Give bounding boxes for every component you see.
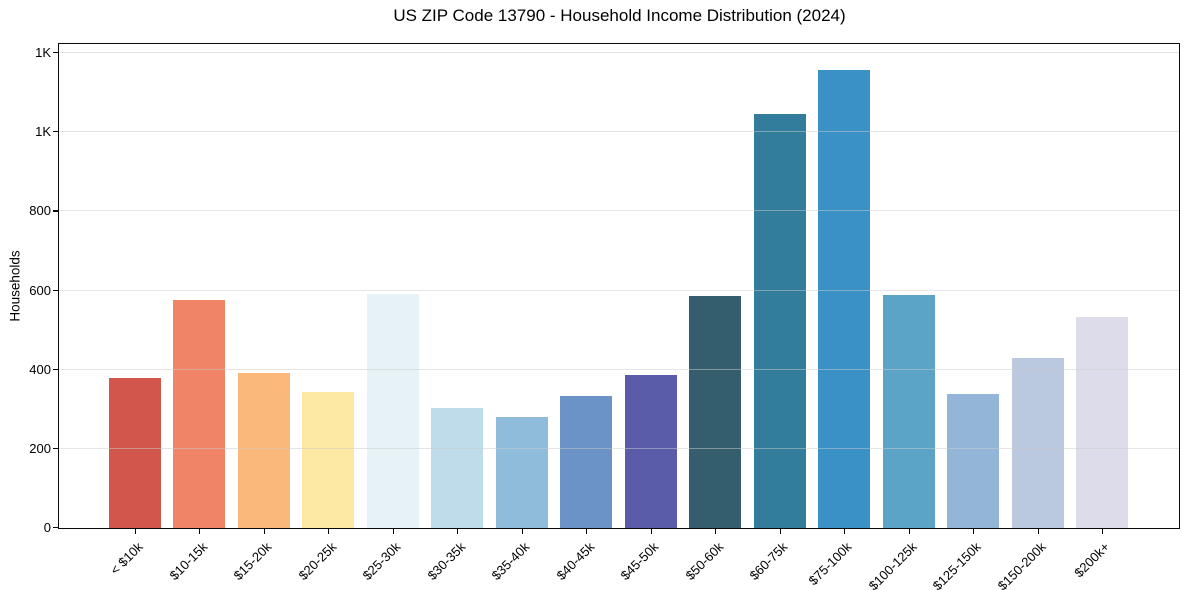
x-tick-label: $200k+ [1071,539,1113,581]
gridline-200 [59,447,1179,449]
bar-$25-30k [366,294,419,528]
x-tick-label: $20-25k [294,539,339,584]
y-tick-mark [53,210,58,212]
plot-area [58,43,1180,529]
x-tick-label: $45-50k [617,539,662,584]
x-tick-label: $30-35k [423,539,468,584]
x-tick-mark [779,529,781,534]
x-tick-mark [973,529,975,534]
x-tick-mark [650,529,652,534]
x-tick-mark [457,529,459,534]
x-tick-mark [199,529,201,534]
y-tick-mark [53,131,58,133]
chart-title: US ZIP Code 13790 - Household Income Dis… [393,6,846,25]
x-tick-label: $25-30k [359,539,404,584]
bar-$45-50k [624,375,677,528]
y-tick-label: 600 [29,282,51,298]
bar-$200k+ [1076,317,1128,528]
x-tick-label: $60-75k [746,539,791,584]
x-tick-label: < $10k [106,539,146,578]
bar-$150-200k [1011,357,1064,528]
x-tick-label: $150-200k [994,539,1049,590]
bar-< $10k [108,378,161,528]
x-tick-mark [392,529,394,534]
y-tick-mark [53,51,58,54]
bar-$125-150k [947,393,999,528]
x-tick-label: $10-15k [165,539,210,584]
bar-$15-20k [237,373,290,528]
x-tick-mark [715,529,717,534]
x-tick-label: $125-150k [929,539,984,590]
x-tick-mark [521,529,523,534]
bar-$10-15k [173,300,225,528]
y-tick-mark [53,527,58,529]
x-tick-label: $50-60k [681,539,726,584]
y-tick-label: 400 [29,361,51,377]
x-tick-label: $40-45k [552,539,597,584]
y-tick-mark [53,447,58,450]
x-tick-mark [1102,529,1104,534]
x-tick-mark [328,529,330,534]
x-tick-label: $35-40k [488,539,533,584]
y-tick-mark [53,368,58,370]
y-tick-label: 200 [29,440,51,456]
bar-$40-45k [560,395,612,528]
bar-$30-35k [431,408,483,528]
bar-$100-125k [882,294,935,528]
gridline-1000 [59,131,1179,133]
x-tick-label: $100-125k [865,539,920,590]
bar-$35-40k [495,416,548,528]
y-tick-label: 1K [35,44,51,60]
x-tick-label: $15-20k [230,539,275,584]
y-tick-label: 0 [43,520,51,535]
bar-$75-100k [818,69,870,528]
y-tick-label: 1K [35,124,51,140]
x-tick-mark [1037,529,1039,534]
x-tick-mark [586,529,588,534]
x-tick-mark [263,529,265,534]
gridline-600 [59,289,1179,291]
y-tick-label: 800 [29,203,51,219]
x-tick-label: $75-100k [805,539,855,589]
bar-$60-75k [753,113,806,528]
x-tick-mark [844,529,846,534]
gridline-400 [59,368,1179,370]
gridline-800 [59,210,1179,212]
bar-$50-60k [689,295,741,528]
gridline-1200 [59,51,1179,53]
y-tick-mark [53,289,58,291]
bar-$20-25k [302,392,354,528]
x-tick-mark [134,529,136,534]
x-tick-mark [908,529,910,534]
